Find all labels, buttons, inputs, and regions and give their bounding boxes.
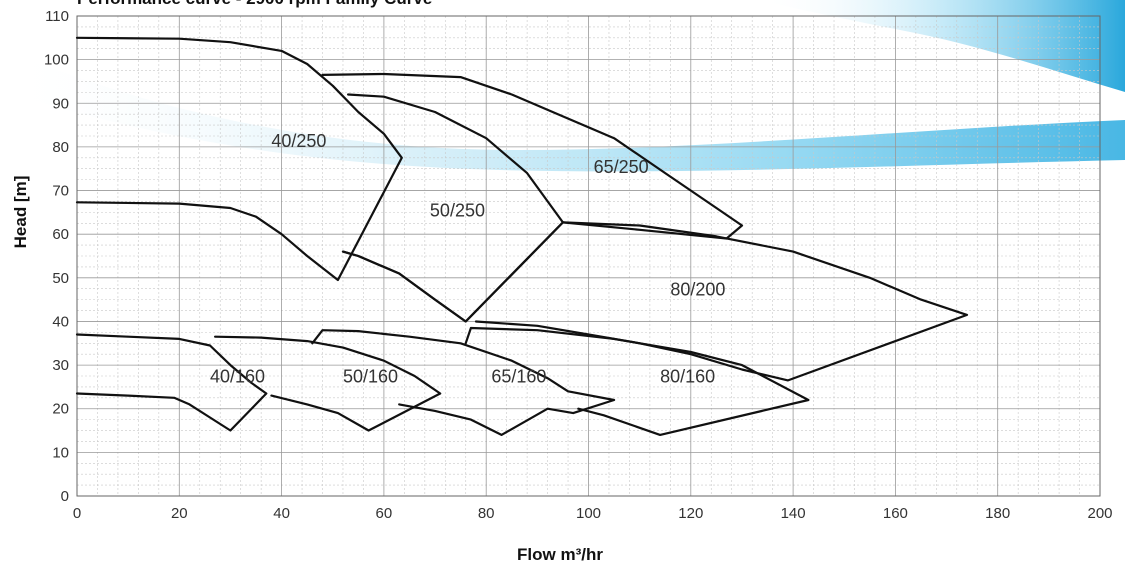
y-tick-label: 100 bbox=[44, 52, 69, 69]
x-tick-label: 120 bbox=[678, 505, 703, 522]
region-label-65-250: 65/250 bbox=[594, 157, 649, 177]
x-tick-label: 40 bbox=[273, 505, 290, 522]
y-tick-label: 10 bbox=[52, 444, 69, 461]
curve-80-200 bbox=[474, 221, 969, 382]
x-tick-label: 0 bbox=[73, 505, 81, 522]
y-axis-ticks: 0 10 20 30 40 50 60 70 80 90 100 110 bbox=[44, 8, 69, 505]
background-swoosh-lower bbox=[0, 48, 1125, 172]
region-labels: 40/250 50/250 65/250 80/200 40/160 50/160 65/1… bbox=[210, 131, 725, 387]
curve-50-160 bbox=[214, 335, 442, 432]
y-axis-title: Head [m] bbox=[11, 176, 30, 249]
x-axis-ticks: 0 20 40 60 80 100 120 140 160 180 200 bbox=[73, 505, 1113, 522]
region-label-40-250: 40/250 bbox=[271, 131, 326, 151]
x-tick-label: 60 bbox=[376, 505, 393, 522]
curve-40-160 bbox=[75, 333, 268, 432]
x-tick-label: 160 bbox=[883, 505, 908, 522]
x-tick-label: 140 bbox=[781, 505, 806, 522]
x-tick-label: 20 bbox=[171, 505, 188, 522]
curve-65-160 bbox=[311, 329, 616, 436]
chart-title: Performance curve - 2900 rpm Family Curv… bbox=[77, 0, 432, 8]
y-tick-label: 30 bbox=[52, 357, 69, 374]
region-label-80-200: 80/200 bbox=[670, 279, 725, 299]
background-swoosh-upper bbox=[760, 0, 1125, 92]
x-tick-label: 80 bbox=[478, 505, 495, 522]
x-axis-title: Flow m³/hr bbox=[517, 545, 603, 564]
y-tick-label: 90 bbox=[52, 95, 69, 112]
curve-40-250 bbox=[75, 36, 403, 282]
x-tick-label: 200 bbox=[1087, 505, 1112, 522]
x-tick-label: 100 bbox=[576, 505, 601, 522]
y-tick-label: 40 bbox=[52, 313, 69, 330]
major-grid bbox=[76, 15, 1101, 497]
curve-80-160 bbox=[464, 326, 810, 436]
x-tick-label: 180 bbox=[985, 505, 1010, 522]
y-tick-label: 0 bbox=[61, 488, 69, 505]
y-tick-label: 70 bbox=[52, 183, 69, 200]
y-tick-label: 80 bbox=[52, 139, 69, 156]
region-label-50-160: 50/160 bbox=[343, 367, 398, 387]
region-label-50-250: 50/250 bbox=[430, 201, 485, 221]
y-tick-label: 60 bbox=[52, 226, 69, 243]
region-label-80-160: 80/160 bbox=[660, 367, 715, 387]
y-tick-label: 20 bbox=[52, 401, 69, 418]
region-label-40-160: 40/160 bbox=[210, 367, 265, 387]
region-label-65-160: 65/160 bbox=[491, 367, 546, 387]
y-tick-label: 110 bbox=[45, 8, 69, 25]
plot-frame bbox=[76, 15, 1101, 497]
y-tick-label: 50 bbox=[52, 270, 69, 287]
pump-curves bbox=[75, 36, 969, 436]
